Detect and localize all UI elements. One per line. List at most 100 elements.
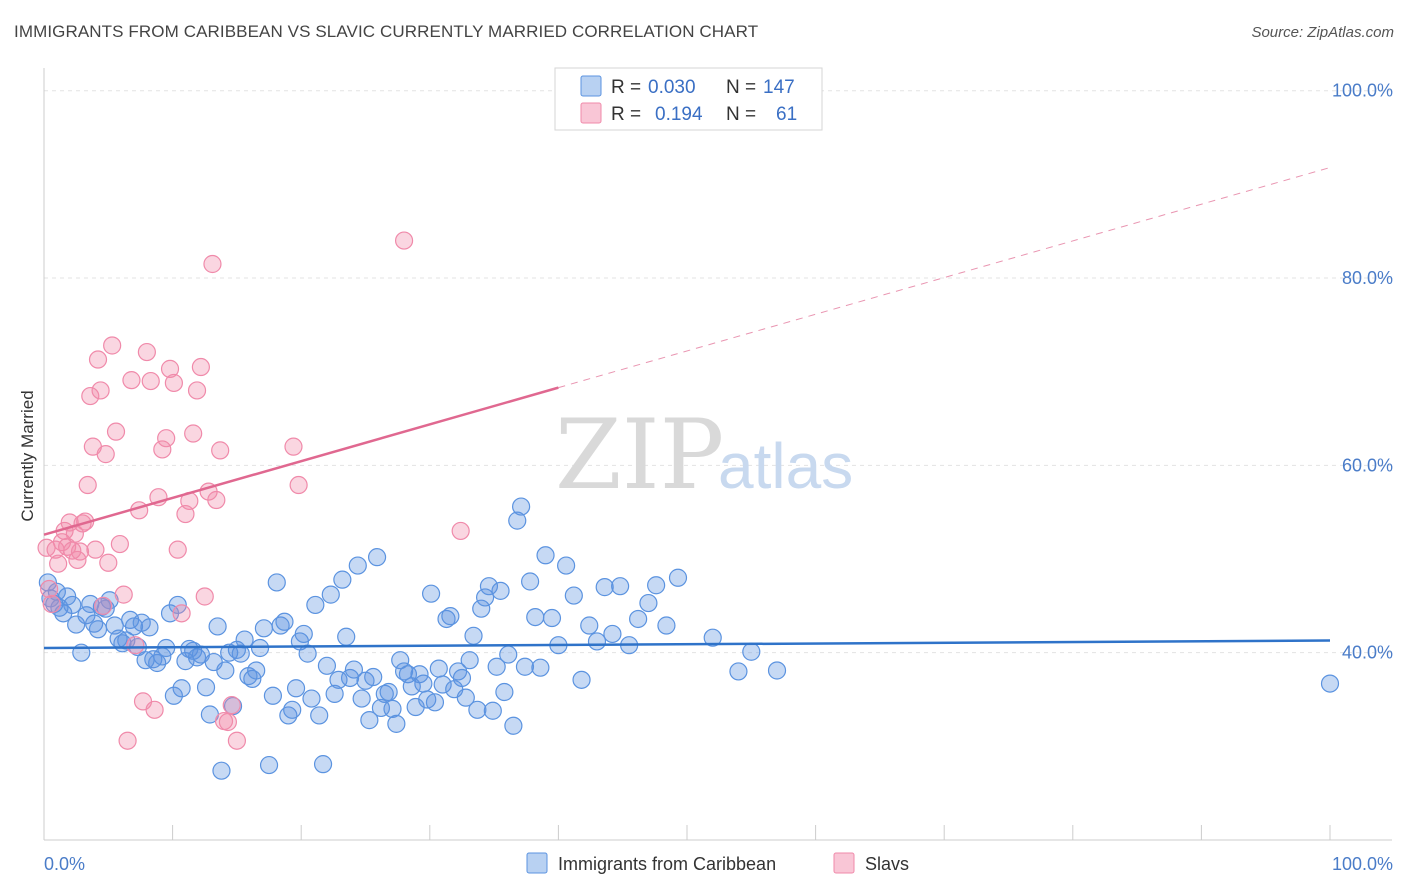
bottom-legend-caribbean: Immigrants from Caribbean: [558, 854, 776, 874]
caribbean-point-62: [283, 700, 302, 719]
trend-slavs-extension: [558, 167, 1331, 389]
trend-slavs-solid: [43, 386, 559, 536]
caribbean-point-142: [668, 568, 688, 587]
caribbean-point-133: [587, 632, 607, 651]
caribbean-point-143: [703, 628, 722, 647]
trend-caribbean: [43, 639, 1331, 650]
legend-swatch-caribbean: [580, 75, 602, 97]
caribbean-point-26: [140, 618, 159, 637]
caribbean-point-101: [433, 675, 452, 694]
legend-n-label-1: N =: [726, 77, 756, 98]
caribbean-point-117: [495, 682, 514, 702]
slavs-point-23: [99, 553, 118, 572]
trend-lines: [43, 167, 1331, 650]
slavs-point-22: [96, 445, 115, 464]
caribbean-point-20: [117, 631, 136, 650]
caribbean-point-80: [352, 689, 371, 708]
slavs-point-24: [103, 336, 122, 355]
slavs-point-57: [284, 437, 303, 456]
slavs-point-33: [137, 342, 156, 362]
y-tick-label-0: 40.0%: [1342, 643, 1393, 663]
y-tick-label-2: 80.0%: [1342, 268, 1393, 288]
caribbean-point-90: [391, 651, 410, 670]
caribbean-point-63: [286, 679, 306, 698]
slavs-point-41: [168, 540, 187, 559]
bottom-legend-swatch-caribbean: [526, 852, 548, 874]
slavs-point-40: [164, 373, 183, 393]
bottom-legend-swatch-slavs: [833, 852, 855, 874]
correlation-legend: R = 0.030 N = 147 R = 0.194 N = 61: [554, 67, 823, 131]
caribbean-point-110: [468, 700, 487, 719]
caribbean-point-71: [317, 656, 337, 675]
caribbean-point-83: [364, 667, 383, 687]
caribbean-point-78: [344, 660, 364, 679]
slavs-point-54: [218, 712, 237, 732]
x-tick-label-1: 100.0%: [1332, 854, 1393, 874]
caribbean-point-144: [729, 662, 748, 681]
caribbean-point-114: [483, 701, 502, 720]
source-label: Source: ZipAtlas.com: [1251, 24, 1394, 41]
caribbean-point-100: [429, 659, 448, 678]
caribbean-point-79: [348, 556, 367, 575]
caribbean-point-55: [254, 619, 274, 638]
caribbean-point-75: [333, 570, 352, 589]
caribbean-point-99: [425, 693, 445, 712]
legend-r-value-1: 0.030: [648, 77, 696, 98]
legend-r-label-1: R =: [611, 77, 641, 98]
slavs-point-26: [110, 534, 129, 554]
slavs-point-42: [172, 604, 191, 623]
caribbean-point-106: [452, 668, 472, 688]
legend-r-value-2: 0.194: [655, 104, 703, 125]
caribbean-point-69: [310, 706, 329, 725]
slavs-point-51: [207, 490, 226, 510]
caribbean-point-70: [313, 755, 333, 774]
caribbean-point-120: [508, 511, 527, 530]
slavs-point-60: [451, 521, 470, 541]
caribbean-point-56: [259, 755, 279, 775]
caribbean-point-123: [521, 572, 540, 591]
caribbean-point-140: [647, 576, 666, 595]
series-caribbean-points: [38, 497, 1340, 780]
caribbean-point-108: [460, 651, 479, 670]
caribbean-point-15: [96, 599, 115, 618]
caribbean-point-111: [472, 599, 491, 618]
caribbean-point-84: [367, 548, 387, 567]
slavs-point-19: [88, 350, 108, 369]
slavs-point-29: [122, 371, 141, 390]
caribbean-point-34: [172, 679, 191, 698]
caribbean-point-138: [629, 609, 648, 629]
caribbean-point-146: [767, 661, 787, 680]
slavs-point-39: [160, 359, 180, 378]
caribbean-point-126: [536, 546, 555, 565]
slavs-point-25: [106, 422, 126, 441]
slavs-point-47: [191, 357, 210, 377]
caribbean-point-65: [294, 624, 313, 644]
series-slavs-points: [37, 231, 470, 750]
caribbean-point-131: [572, 670, 591, 689]
caribbean-point-88: [383, 699, 402, 718]
slavs-point-4: [49, 554, 68, 573]
caribbean-point-32: [164, 686, 183, 705]
slavs-point-52: [211, 441, 230, 460]
caribbean-point-147: [1320, 674, 1340, 693]
caribbean-point-130: [564, 586, 583, 605]
caribbean-point-96: [414, 674, 433, 693]
caribbean-point-66: [298, 644, 317, 663]
caribbean-point-33: [168, 595, 187, 615]
slavs-point-20: [91, 381, 110, 400]
legend-r-label-2: R =: [611, 104, 641, 125]
caribbean-point-87: [379, 682, 398, 702]
caribbean-point-67: [302, 689, 321, 708]
chart-title: IMMIGRANTS FROM CARIBBEAN VS SLAVIC CURR…: [14, 22, 759, 41]
slavs-point-2: [42, 594, 61, 614]
caribbean-point-121: [512, 497, 531, 516]
caribbean-point-134: [595, 578, 614, 597]
slavs-point-18: [86, 540, 105, 559]
caribbean-point-95: [410, 665, 429, 684]
caribbean-point-112: [475, 588, 495, 607]
caribbean-point-72: [321, 585, 340, 604]
caribbean-point-118: [499, 645, 518, 664]
caribbean-point-58: [267, 573, 286, 592]
caribbean-point-40: [196, 678, 216, 697]
